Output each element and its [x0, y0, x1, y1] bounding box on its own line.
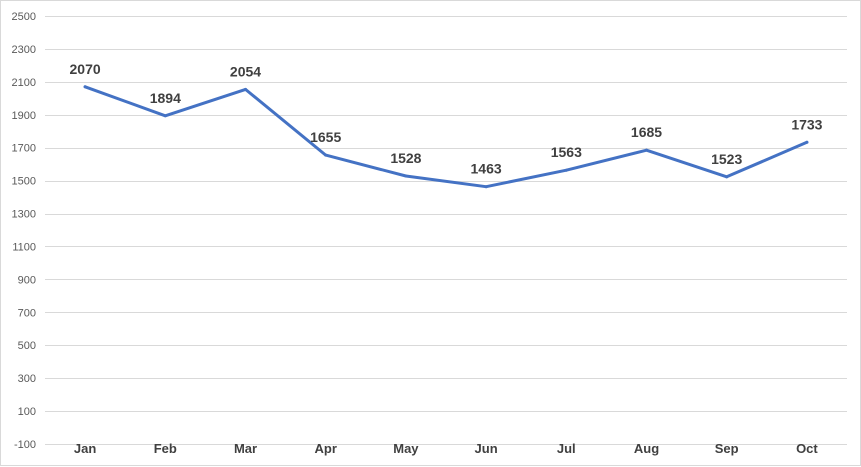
x-tick-label: Jul	[557, 441, 576, 456]
y-tick-label: 2300	[12, 44, 36, 56]
y-tick-label: 500	[18, 340, 36, 352]
data-point	[324, 153, 328, 157]
y-tick-label: 1700	[12, 143, 36, 155]
data-label: 1528	[390, 150, 421, 166]
data-label: 1733	[791, 116, 822, 132]
x-tick-label: Jan	[74, 441, 96, 456]
y-tick-label: 2500	[12, 11, 36, 23]
y-tick-label: 1900	[12, 110, 36, 122]
data-labels: 2070 1894 2054 1655 1528 1463 1563 1685 1523 1733	[70, 61, 823, 177]
data-label: 2054	[230, 63, 261, 79]
y-tick-label: 2100	[12, 77, 36, 89]
y-tick-label: 700	[18, 307, 36, 319]
data-point	[484, 185, 488, 189]
data-point	[564, 168, 568, 172]
data-point	[83, 85, 87, 89]
data-label: 1655	[310, 129, 341, 145]
x-axis-tick-labels: Jan Feb Mar Apr May Jun Jul Aug Sep Oct	[74, 441, 819, 456]
x-tick-label: Apr	[315, 441, 337, 456]
data-label: 1463	[471, 161, 502, 177]
y-tick-label: 900	[18, 274, 36, 286]
x-tick-label: Jun	[475, 441, 498, 456]
x-tick-label: Feb	[154, 441, 177, 456]
y-tick-label: 1300	[12, 209, 36, 221]
x-tick-label: May	[393, 441, 419, 456]
data-point	[163, 114, 167, 118]
data-label: 1685	[631, 124, 662, 140]
y-tick-label: 1500	[12, 176, 36, 188]
y-axis-tick-labels: -100 100 300 500 700 900 1100 1300 1500 1700 1900 2…	[12, 11, 36, 451]
data-point	[805, 140, 809, 144]
y-tick-label: 1100	[12, 241, 36, 253]
data-label: 1563	[551, 144, 582, 160]
data-label: 1894	[150, 90, 181, 106]
series-layer	[83, 85, 809, 189]
y-tick-label: 100	[18, 406, 36, 418]
x-tick-label: Mar	[234, 441, 257, 456]
data-label: 2070	[70, 61, 101, 77]
x-tick-label: Sep	[715, 441, 739, 456]
data-label: 1523	[711, 151, 742, 167]
gridlines	[45, 16, 847, 445]
x-tick-label: Oct	[796, 441, 818, 456]
data-point	[645, 148, 648, 152]
y-tick-label: -100	[14, 439, 36, 451]
data-point	[404, 174, 408, 178]
y-tick-label: 300	[18, 373, 36, 385]
series-line	[83, 85, 809, 189]
data-point	[725, 175, 729, 179]
x-tick-label: Aug	[634, 441, 659, 456]
data-point	[244, 87, 247, 91]
